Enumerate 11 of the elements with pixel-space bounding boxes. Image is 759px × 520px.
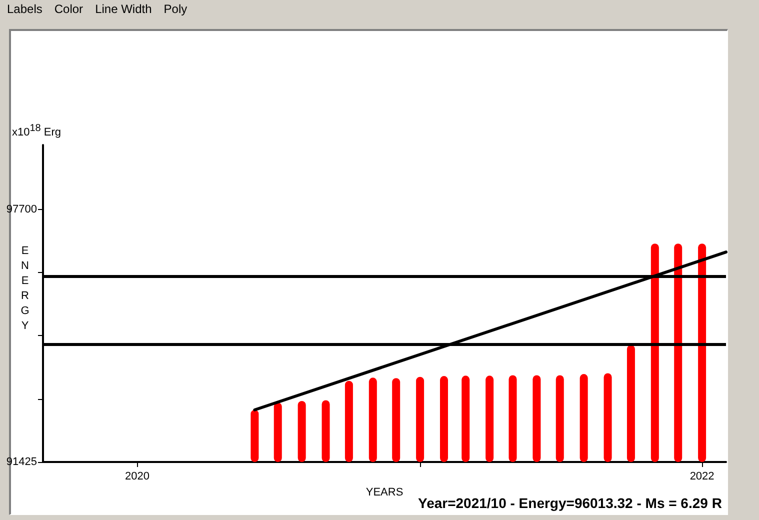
x-tick-label: 2020 <box>125 470 150 482</box>
x-tick-label: 2022 <box>690 470 714 482</box>
text: Color <box>54 2 84 16</box>
y-axis-title: ENERGY <box>19 245 31 335</box>
text: Poly <box>164 2 188 16</box>
y-tick-label: 97700 <box>6 203 37 216</box>
text: Labels <box>7 2 42 16</box>
x-axis-title: YEARS <box>366 486 404 498</box>
y-tick-label: 91425 <box>6 456 37 468</box>
text: Year=2021/10 - Energy=96013.32 - Ms = 6.29 R <box>418 495 722 511</box>
text: Line Width <box>95 2 152 16</box>
